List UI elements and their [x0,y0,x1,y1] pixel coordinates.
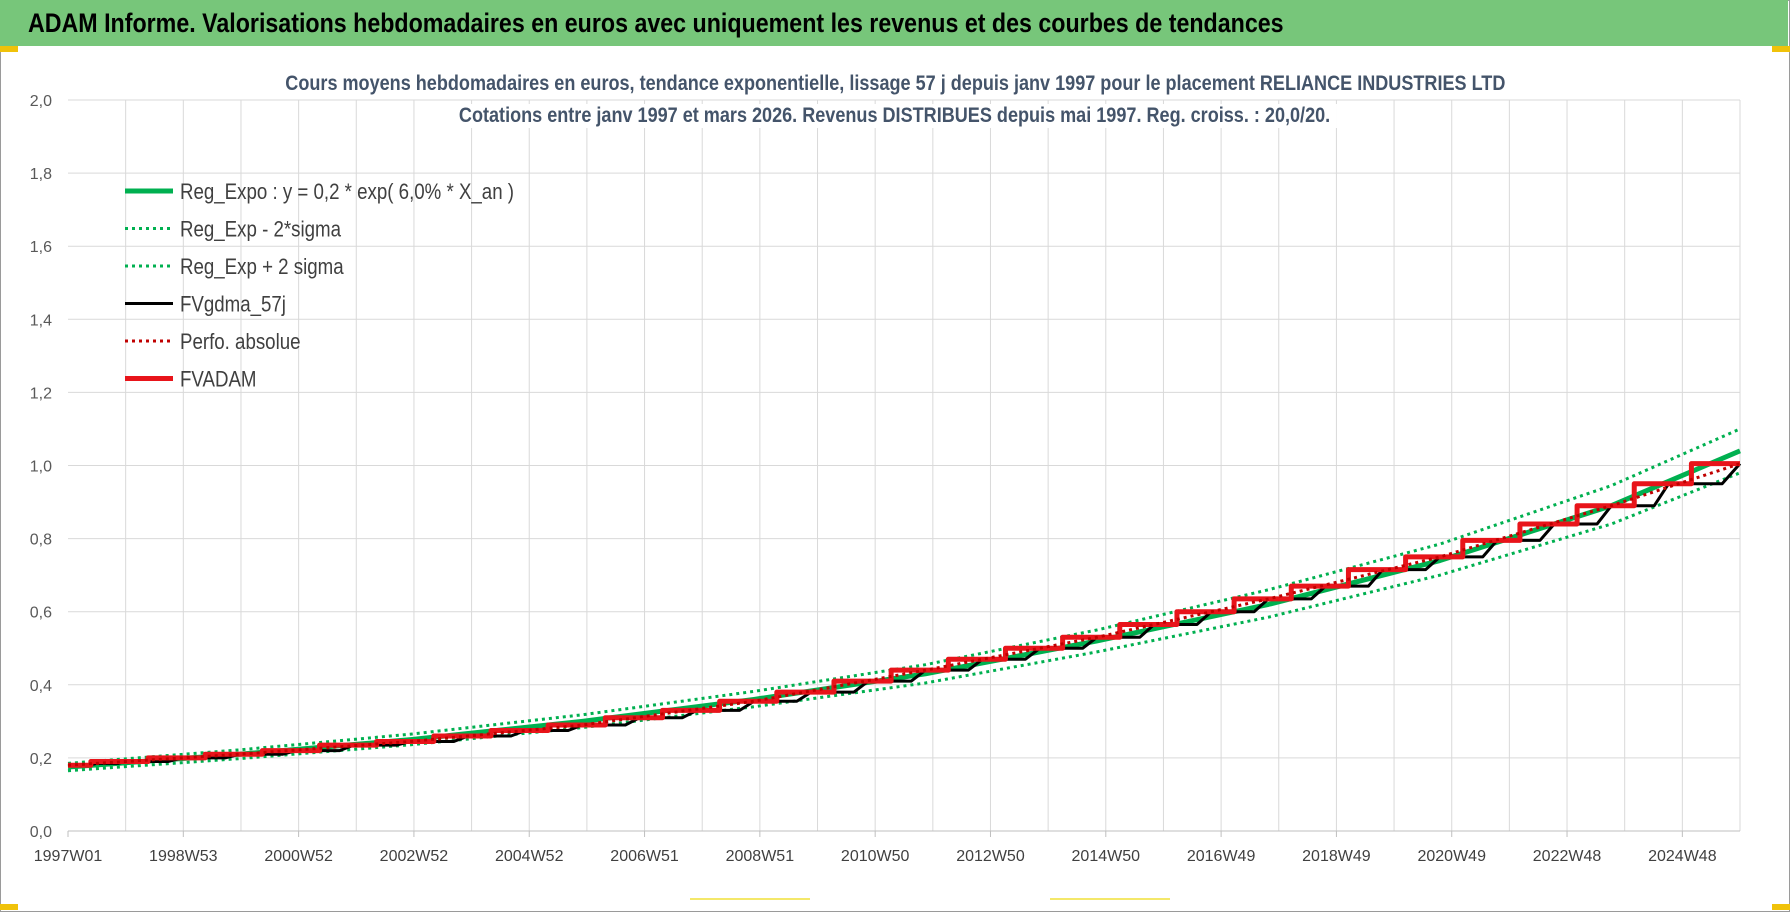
corner-marker-bottom-left [0,904,18,910]
report-banner: ADAM Informe. Valorisations hebdomadaire… [0,0,1788,46]
y-tick-label: 1,4 [30,312,52,329]
decoration-line [690,898,810,900]
corner-marker-right [1772,46,1790,52]
x-tick-label: 2012W50 [956,848,1025,865]
y-tick-label: 1,6 [30,239,52,256]
y-tick-label: 0,2 [30,751,52,768]
series-layer [67,427,1742,773]
chart-subtitle-text: Cotations entre janv 1997 et mars 2026. … [452,104,1338,128]
x-tick-label: 1997W01 [34,848,103,865]
x-tick-label: 2022W48 [1533,848,1602,865]
legend-label: Reg_Exp - 2*sigma [180,218,342,242]
series-line [68,462,1742,767]
x-tick-label: 2010W50 [841,848,910,865]
legend: Reg_Expo : y = 0,2 * exp( 6,0% * X_an ) R… [125,181,514,392]
x-tick-label: 2006W51 [610,848,679,865]
legend-label: Perfo. absolue [180,331,301,355]
x-tick-label: 2008W51 [726,848,795,865]
gridlines [68,99,1741,831]
decoration-line [1050,898,1170,900]
x-tick-label: 2024W48 [1648,848,1717,865]
banner-title: ADAM Informe. Valorisations hebdomadaire… [28,8,1284,38]
chart-title: Cours moyens hebdomadaires en euros, ten… [0,72,1790,96]
y-tick-label: 1,8 [30,166,52,183]
legend-label: FVADAM [180,368,257,392]
chart-title-text: Cours moyens hebdomadaires en euros, ten… [278,72,1512,96]
legend-label: Reg_Exp + 2 sigma [180,256,344,280]
series-line [67,448,1741,770]
chart-subtitle: Cotations entre janv 1997 et mars 2026. … [0,104,1790,128]
y-tick-label: 2,0 [30,93,52,110]
y-tick-label: 1,0 [30,459,52,476]
x-tick-label: 2018W49 [1302,848,1371,865]
series-line [67,471,1741,773]
corner-marker-bottom-right [1772,904,1790,910]
x-tick-label: 2014W50 [1072,848,1141,865]
series-line [67,462,1741,767]
series-line [68,461,1740,768]
y-tick-label: 0,6 [30,605,52,622]
x-tick-label: 2016W49 [1187,848,1256,865]
x-tick-label: 2000W52 [264,848,333,865]
y-tick-label: 0,4 [30,678,52,695]
axes: 0,0 0,2 0,4 0,6 0,8 1,0 1,2 1,4 1,6 1,8 2,0 1997W01… [30,93,1740,865]
legend-label: Reg_Expo : y = 0,2 * exp( 6,0% * X_an ) [180,181,514,205]
x-tick-label: 2020W49 [1417,848,1486,865]
x-tick-label: 1998W53 [149,848,218,865]
y-tick-label: 0,8 [30,532,52,549]
legend-label: FVgdma_57j [180,293,286,317]
series-line [67,427,1741,765]
y-tick-label: 1,2 [30,385,52,402]
x-tick-label: 2004W52 [495,848,564,865]
x-tick-label: 2002W52 [380,848,449,865]
y-tick-label: 0,0 [30,824,52,841]
corner-marker-left [0,46,18,52]
